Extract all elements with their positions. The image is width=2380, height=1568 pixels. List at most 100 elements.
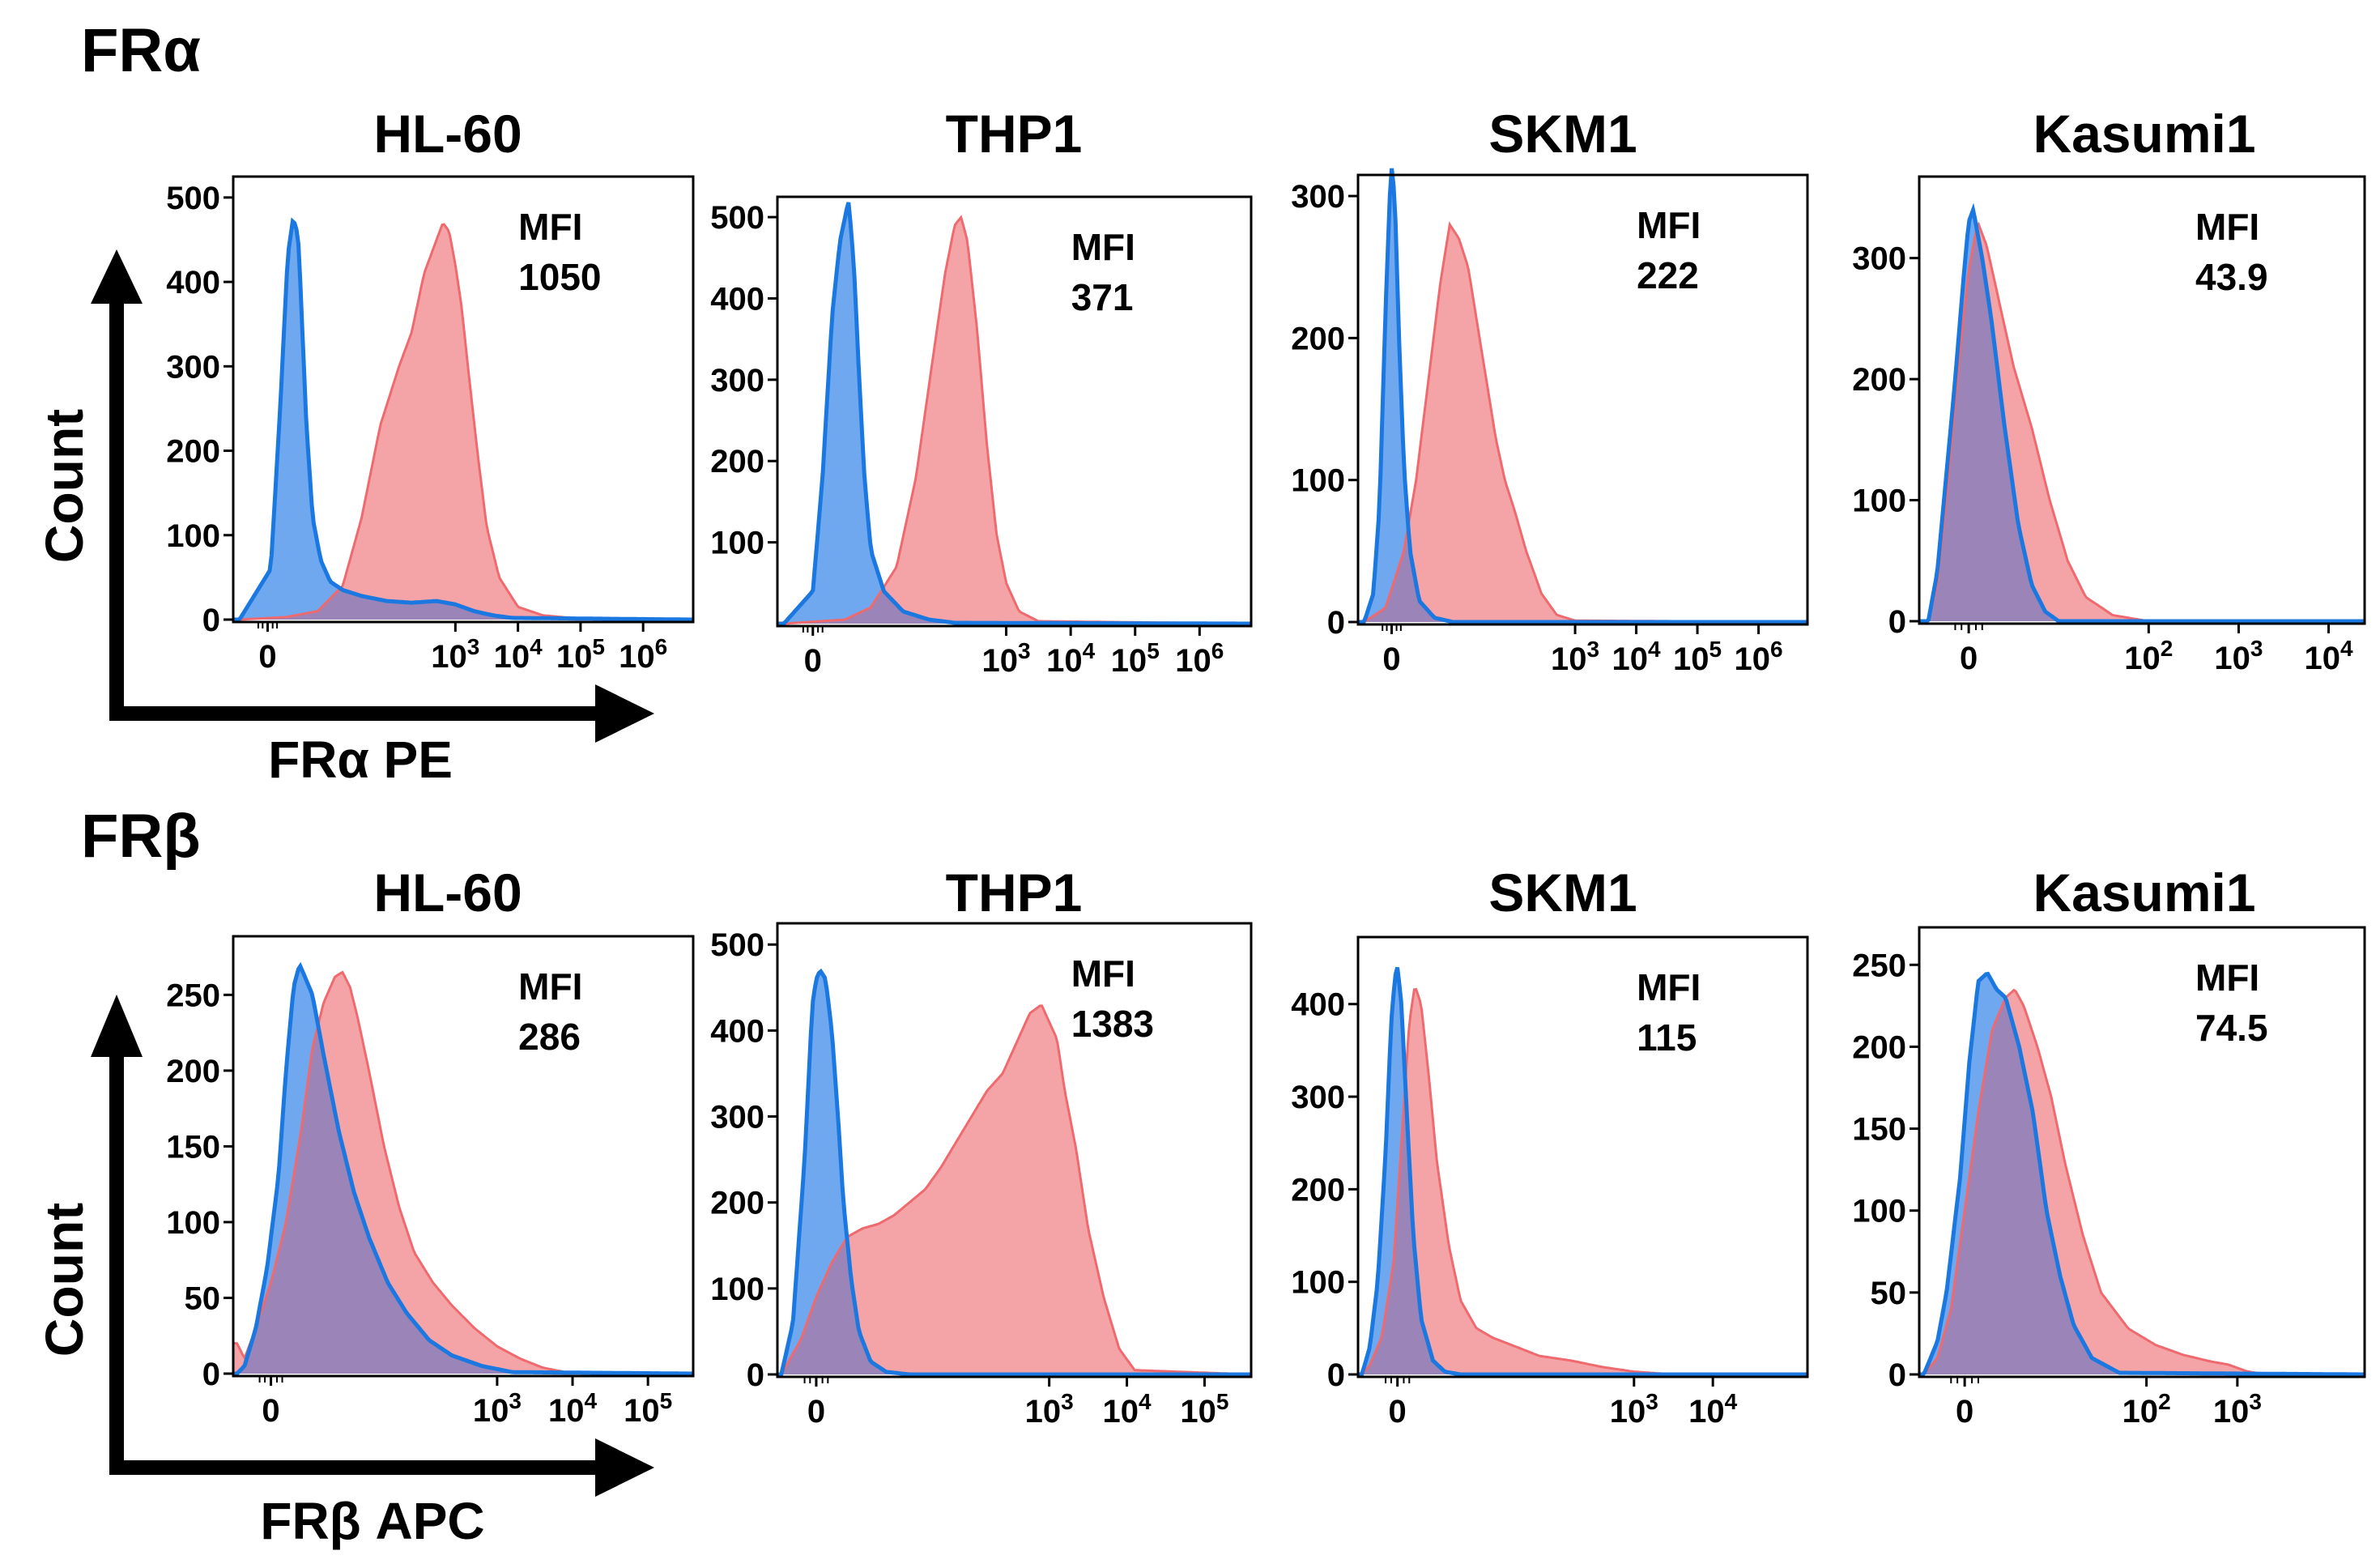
row-label-fra: FRα <box>81 16 201 85</box>
panel-title: Kasumi1 <box>2033 104 2255 164</box>
mfi-label: MFI <box>2195 206 2259 248</box>
mfi-label: MFI <box>518 206 582 248</box>
y-tick-label: 150 <box>1852 1112 1906 1148</box>
x-arrow-head-row2 <box>595 1438 654 1497</box>
panel-title: HL-60 <box>373 863 522 922</box>
overlap-area <box>233 588 693 620</box>
y-tick-label: 200 <box>166 434 220 470</box>
x-tick-label: 0 <box>804 643 822 679</box>
mfi-value: 371 <box>1071 276 1134 318</box>
x-axis-label-row1: FRα PE <box>268 731 453 789</box>
y-tick-label: 250 <box>1852 948 1906 983</box>
y-tick-label: 0 <box>1327 1357 1345 1393</box>
y-tick-label: 150 <box>166 1129 220 1165</box>
x-tick-label: 106 <box>619 634 667 675</box>
x-tick-label: 105 <box>556 634 605 675</box>
overlap-area <box>777 1238 1251 1374</box>
control-line <box>233 217 693 622</box>
x-tick-label: 103 <box>1551 637 1599 677</box>
y-arrow-head-row1 <box>91 249 143 304</box>
mfi-label: MFI <box>1071 952 1135 995</box>
overlap-area <box>1919 228 2365 621</box>
x-tick-label: 0 <box>1960 641 1978 676</box>
y-tick-label: 100 <box>1852 1194 1906 1229</box>
x-tick-label: 104 <box>2305 636 2354 676</box>
y-tick-label: 100 <box>1291 463 1345 499</box>
y-tick-label: 200 <box>1852 362 1906 398</box>
plot-frame <box>1356 935 1809 1378</box>
x-tick-label: 104 <box>1103 1389 1152 1430</box>
y-arrow-head-row2 <box>91 995 143 1057</box>
plot-frame <box>1918 175 2366 625</box>
x-tick-label: 103 <box>431 634 479 675</box>
y-tick-label: 300 <box>1852 241 1906 277</box>
y-tick-label: 0 <box>1888 1357 1906 1393</box>
mfi-label: MFI <box>1637 204 1701 246</box>
mfi-label: MFI <box>518 965 582 1008</box>
y-tick-label: 250 <box>166 978 220 1013</box>
x-tick-label: 103 <box>2214 636 2263 676</box>
histogram-panel-1: HL-60 0 100 200 300 400 500 0 103 104 105 106 MFI 105… <box>166 104 695 675</box>
panel-title: SKM1 <box>1488 863 1637 922</box>
histogram-panel-5: HL-60 0 50 100 150 200 250 0 103 104 105 MFI 286 <box>166 863 695 1429</box>
x-tick-label: 104 <box>1046 638 1096 679</box>
mfi-label: MFI <box>2195 957 2259 999</box>
y-tick-label: 0 <box>747 1357 764 1393</box>
plot-frame <box>1356 173 1809 626</box>
x-tick-label: 104 <box>548 1388 598 1429</box>
y-tick-label: 50 <box>1871 1276 1907 1311</box>
control-area <box>233 221 693 620</box>
x-tick-label: 103 <box>1610 1389 1658 1430</box>
control-line <box>1358 966 1807 1377</box>
overlap-area <box>1919 999 2365 1374</box>
panel-title: SKM1 <box>1488 104 1637 164</box>
x-tick-label: 103 <box>1025 1389 1074 1430</box>
y-tick-label: 50 <box>185 1280 221 1316</box>
y-tick-label: 400 <box>1291 987 1345 1023</box>
mfi-label: MFI <box>1637 966 1701 1008</box>
y-tick-label: 0 <box>202 603 220 638</box>
mfi-value: 1050 <box>518 256 601 298</box>
mfi-label: MFI <box>1071 226 1135 268</box>
y-tick-label: 500 <box>166 181 220 216</box>
x-tick-label: 106 <box>1175 638 1224 679</box>
histogram-panel-2: THP1 100 200 300 400 500 0 103 104 105 106 MFI 371 <box>710 104 1253 679</box>
x-tick-label: 105 <box>1180 1389 1228 1430</box>
overlap-area <box>1358 1090 1807 1374</box>
y-tick-label: 300 <box>166 349 220 385</box>
histogram-panel-7: SKM1 0 100 200 300 400 0 103 104 MFI 115 <box>1291 863 1809 1430</box>
control-line <box>1358 168 1807 624</box>
stained-area <box>1919 224 2365 621</box>
y-axis-label-row2: Count <box>34 1203 94 1357</box>
x-axis-label-row2: FRβ APC <box>260 1492 484 1550</box>
x-tick-label: 105 <box>624 1388 672 1429</box>
mfi-value: 1383 <box>1071 1003 1154 1045</box>
x-tick-label: 102 <box>2124 636 2173 676</box>
x-tick-label: 105 <box>1111 638 1160 679</box>
x-tick-label: 106 <box>1735 637 1783 677</box>
x-arrow-shaft-row1 <box>109 706 611 721</box>
x-tick-label: 0 <box>258 639 276 675</box>
y-tick-label: 200 <box>1291 1172 1345 1208</box>
x-tick-label: 0 <box>262 1393 279 1429</box>
mfi-value: 74.5 <box>2195 1007 2268 1049</box>
plot-frame <box>232 175 695 624</box>
control-line <box>777 202 1251 626</box>
histogram-panel-6: THP1 0 100 200 300 400 500 0 103 104 105 MFI 1383 <box>710 863 1253 1430</box>
y-tick-label: 0 <box>1888 604 1906 640</box>
control-line <box>1919 971 2365 1377</box>
overlap-area <box>233 1027 693 1374</box>
overlap-area <box>1358 531 1807 622</box>
stained-area <box>777 1005 1251 1374</box>
y-tick-label: 300 <box>1291 179 1345 215</box>
overlap-area <box>777 590 1251 624</box>
y-tick-label: 100 <box>166 518 220 554</box>
plot-frame <box>776 922 1253 1378</box>
y-axis-label-row1: Count <box>34 409 94 564</box>
x-tick-label: 102 <box>2122 1389 2171 1430</box>
x-tick-label: 0 <box>1389 1394 1407 1430</box>
control-line <box>233 961 693 1376</box>
x-tick-label: 103 <box>473 1388 522 1429</box>
x-tick-label: 0 <box>1956 1394 1973 1430</box>
